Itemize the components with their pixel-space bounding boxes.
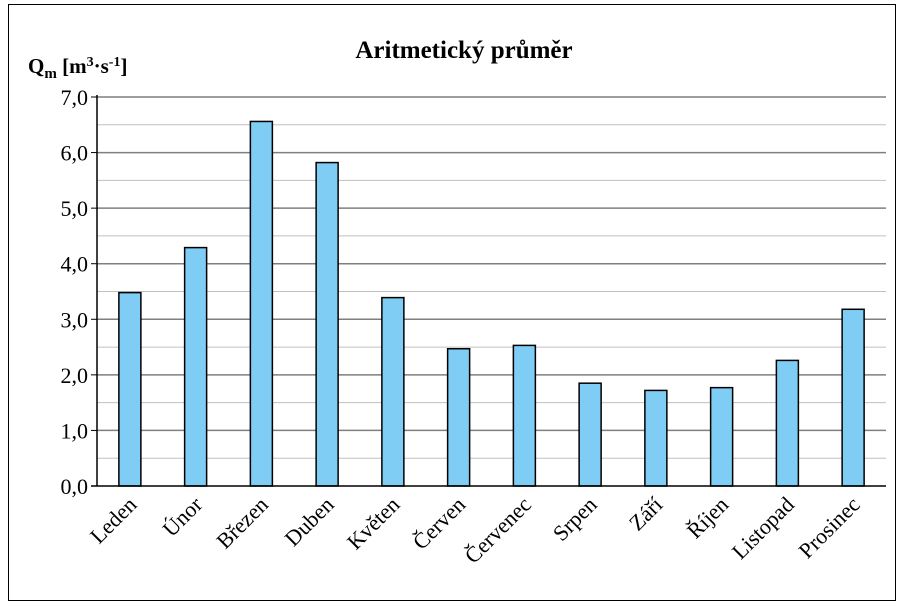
bar-květen bbox=[381, 296, 405, 487]
y-axis-label-unit-open: [m bbox=[57, 54, 87, 78]
x-tick-label: Březen bbox=[211, 492, 273, 554]
x-tick-label: Říjen bbox=[682, 492, 733, 543]
x-tick-label: Září bbox=[624, 492, 668, 536]
y-tick-labels: 0,0 1,0 2,0 3,0 4,0 5,0 6,0 7,0 bbox=[61, 85, 89, 499]
bar-srpen bbox=[578, 382, 602, 487]
y-tick-label: 3,0 bbox=[61, 307, 89, 332]
y-tick-label: 2,0 bbox=[61, 363, 89, 388]
y-axis-label-sup-2: -1 bbox=[109, 55, 121, 70]
y-axis-label-unit-close: ] bbox=[120, 54, 127, 78]
bars-layer bbox=[118, 120, 865, 487]
chart-title: Aritmetický průměr bbox=[355, 37, 572, 64]
x-tick-label: Červenec bbox=[459, 492, 536, 569]
y-axis-label-mid: ·s bbox=[94, 54, 109, 78]
grid-layer bbox=[97, 96, 886, 459]
bar-září bbox=[644, 389, 668, 487]
bar-červen bbox=[446, 347, 471, 487]
x-tick-label: Leden bbox=[85, 492, 142, 549]
x-tick-label: Listopad bbox=[727, 492, 799, 564]
x-tick-label: Prosinec bbox=[793, 492, 864, 563]
bar-říjen bbox=[709, 386, 734, 487]
bar-duben bbox=[315, 161, 339, 487]
y-tick-label: 4,0 bbox=[61, 252, 89, 277]
bar-leden bbox=[118, 291, 142, 487]
axis-layer bbox=[91, 95, 886, 487]
bar-prosinec bbox=[841, 308, 865, 487]
y-axis-label: Qm [m3·s-1] bbox=[28, 54, 127, 82]
y-tick-label: 7,0 bbox=[61, 85, 89, 110]
bar-listopad bbox=[775, 359, 800, 487]
bar-červenec bbox=[512, 344, 537, 487]
y-tick-label: 1,0 bbox=[61, 418, 89, 443]
y-tick-label: 6,0 bbox=[61, 141, 89, 166]
y-axis-label-symbol: Q bbox=[28, 54, 44, 78]
x-tick-labels: Leden Únor Březen Duben Květen ČervenČervenec… bbox=[85, 491, 865, 568]
y-tick-label: 0,0 bbox=[61, 474, 89, 499]
x-tick-label: Červen bbox=[408, 492, 471, 555]
bar-březen bbox=[249, 120, 274, 487]
x-tick-label: Květen bbox=[342, 492, 405, 555]
y-axis-label-sup-1: 3 bbox=[87, 55, 94, 70]
x-tick-label: Únor bbox=[158, 491, 208, 541]
chart-frame bbox=[8, 4, 896, 601]
x-tick-label: Duben bbox=[280, 492, 339, 551]
y-tick-label: 5,0 bbox=[61, 196, 89, 221]
bar-únor bbox=[183, 246, 208, 487]
x-tick-label: Srpen bbox=[548, 492, 602, 546]
y-axis-label-subscript: m bbox=[44, 66, 57, 82]
